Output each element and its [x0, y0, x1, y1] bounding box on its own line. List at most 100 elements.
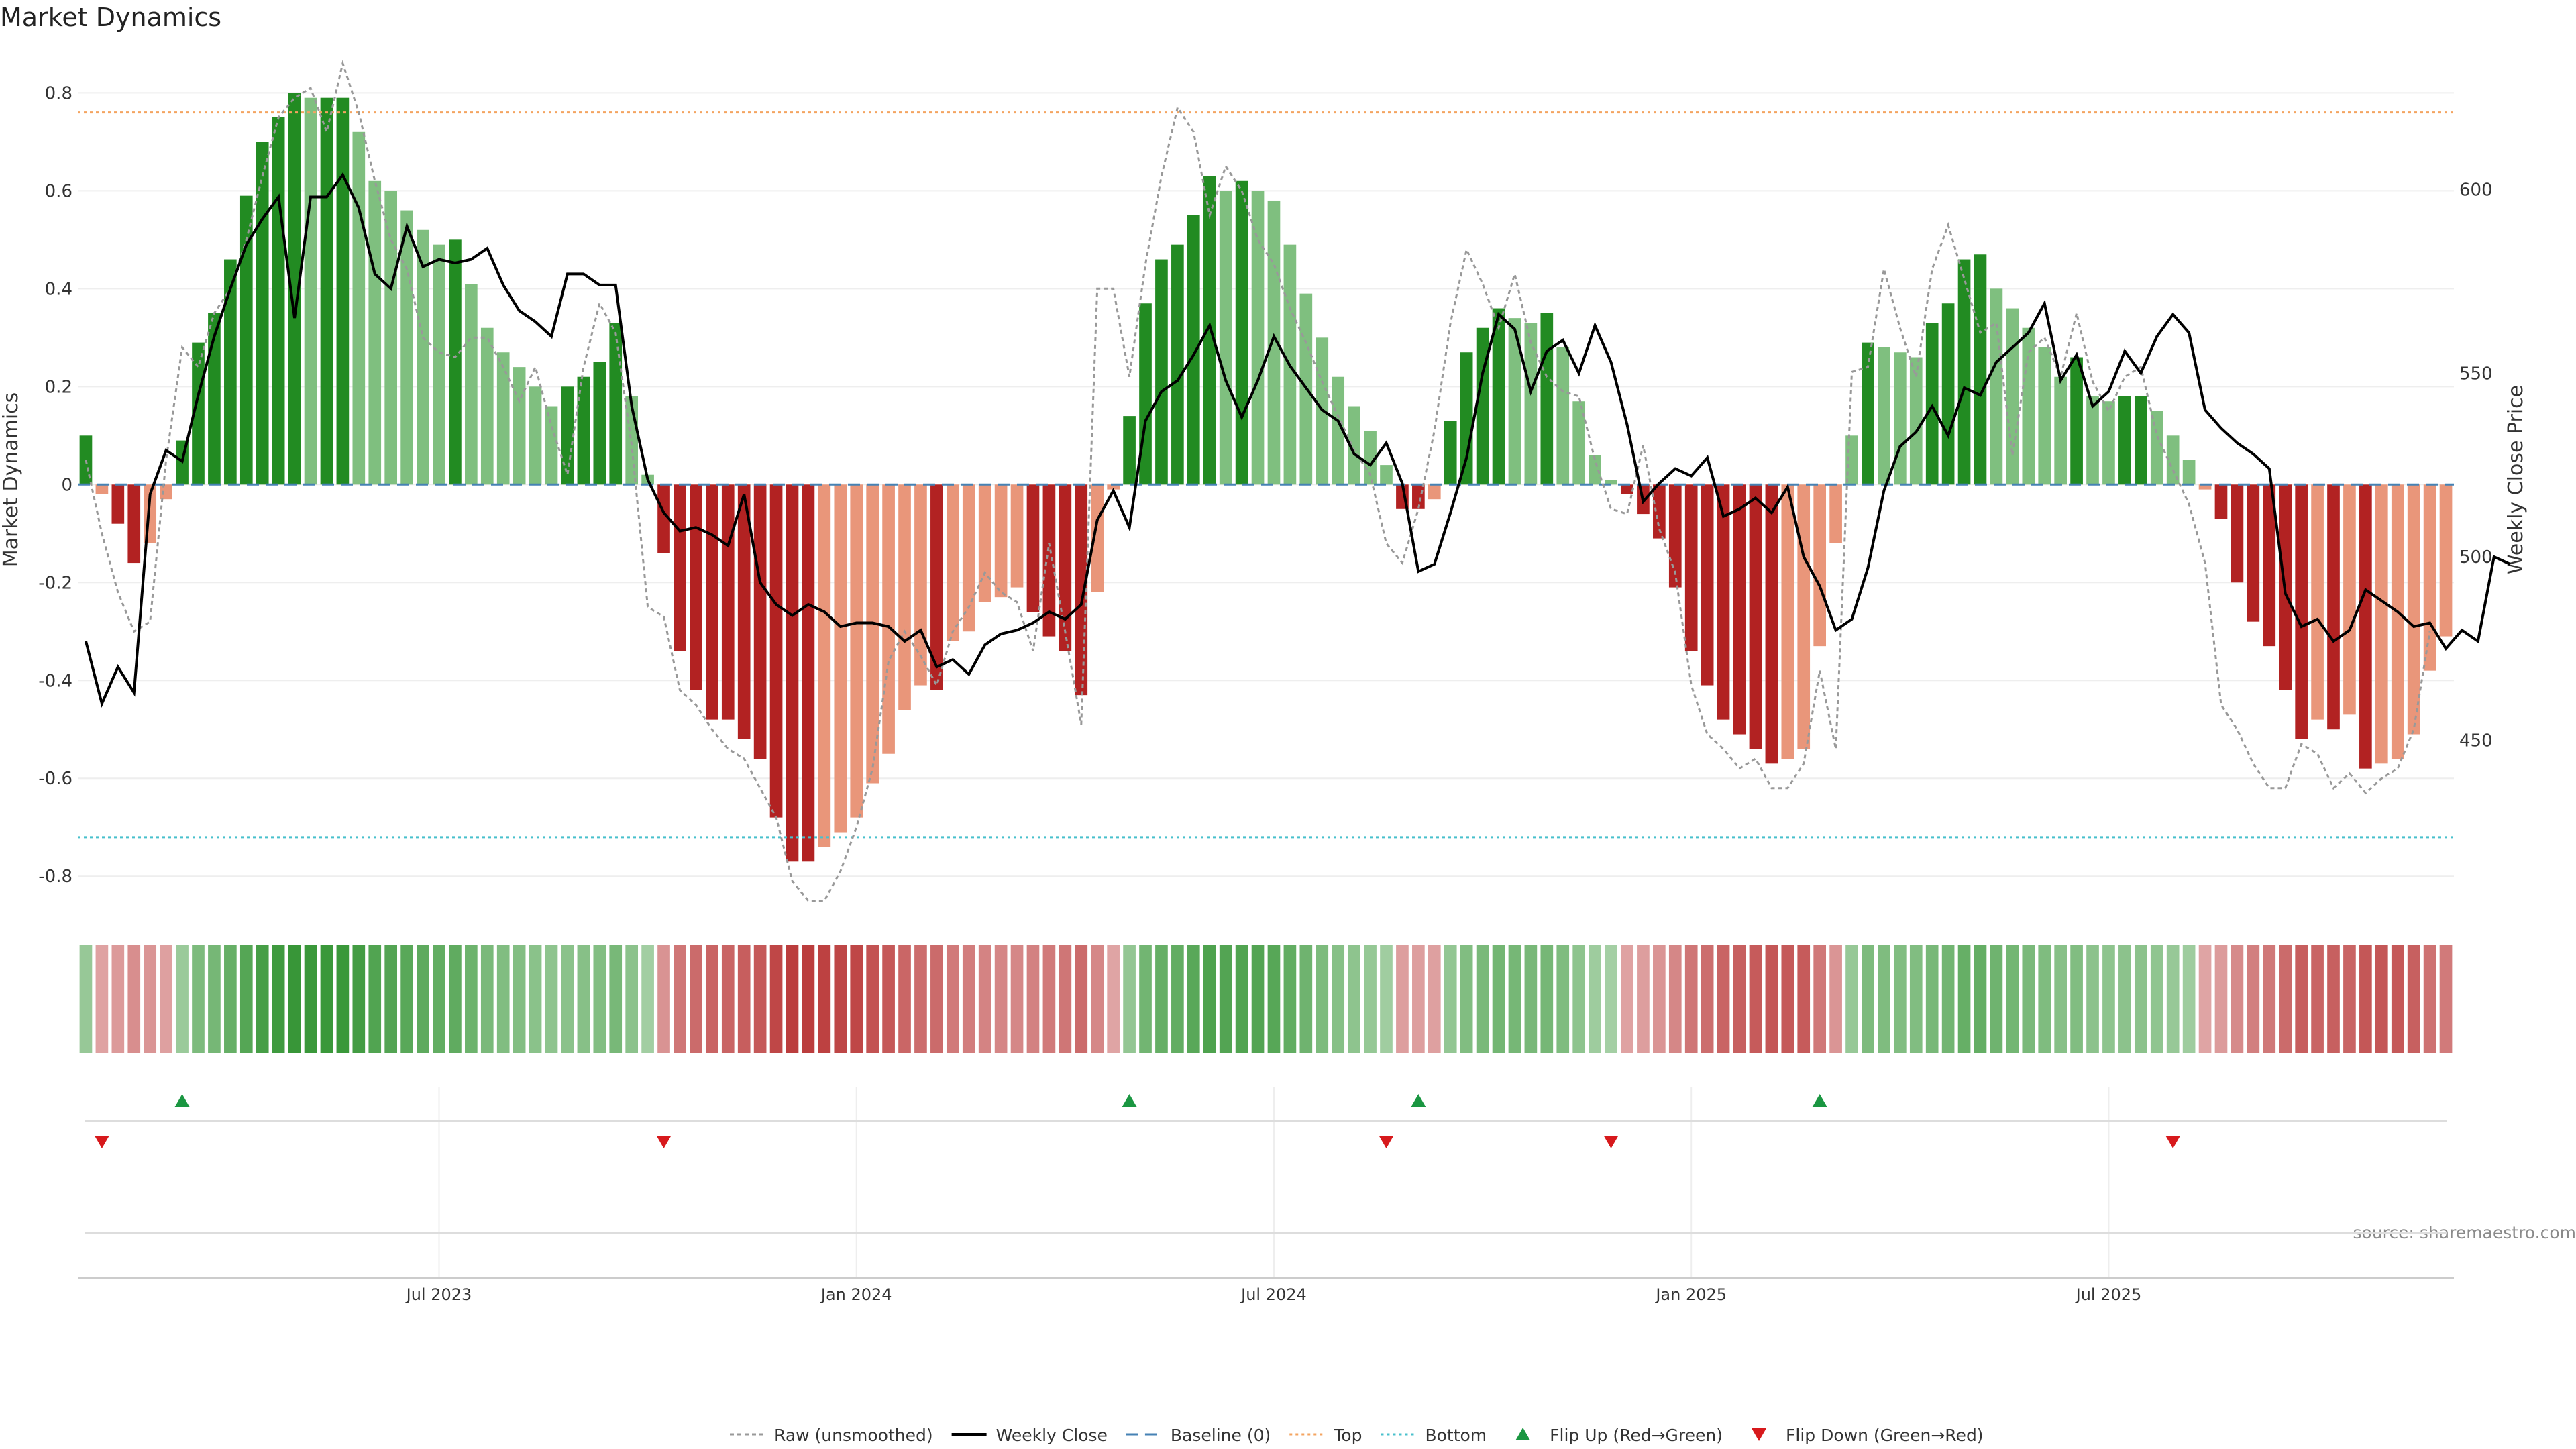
- regime-strip-cell: [1749, 945, 1762, 1053]
- flip-down-marker: [1603, 1136, 1619, 1148]
- bar: [384, 191, 398, 485]
- bar: [2006, 308, 2019, 485]
- bar: [882, 484, 895, 754]
- regime-strip-cell: [1091, 945, 1104, 1053]
- regime-strip-cell: [1878, 945, 1890, 1053]
- y-tick-label: 0.6: [45, 181, 72, 201]
- bar: [690, 484, 702, 690]
- regime-strip-cell: [2214, 945, 2228, 1053]
- bar: [1781, 484, 1794, 759]
- regime-strip-cell: [641, 945, 654, 1053]
- regime-strip-cell: [593, 945, 606, 1053]
- regime-strip-cell: [1348, 945, 1360, 1053]
- regime-strip-cell: [1781, 945, 1794, 1053]
- regime-strip-cell: [1010, 945, 1024, 1053]
- regime-strip-cell: [2086, 945, 2099, 1053]
- regime-strip-cell: [1203, 945, 1216, 1053]
- regime-strip-cell: [320, 945, 333, 1053]
- y-tick-label: -0.8: [38, 867, 72, 887]
- bar: [192, 342, 205, 485]
- regime-strip-cell: [609, 945, 623, 1053]
- regime-strip-cell: [1155, 945, 1168, 1053]
- regime-strip-cell: [1235, 945, 1248, 1053]
- regime-strip-cell: [1171, 945, 1184, 1053]
- legend: Raw (unsmoothed) Weekly Close Baseline (0)…: [730, 1426, 1984, 1445]
- regime-strip-cell: [1460, 945, 1473, 1053]
- bar: [1556, 347, 1570, 485]
- regime-strip-cell: [1026, 945, 1040, 1053]
- bar: [850, 484, 863, 818]
- regime-strip-cell: [2407, 945, 2420, 1053]
- regime-strip-cell: [256, 945, 269, 1053]
- bar: [480, 327, 494, 485]
- regime-strip-cell: [1267, 945, 1281, 1053]
- regime-strip-cell: [368, 945, 382, 1053]
- regime-strip-cell: [239, 945, 253, 1053]
- regime-strip-cell: [2118, 945, 2131, 1053]
- regime-strip-cell: [1187, 945, 1200, 1053]
- bar: [705, 484, 718, 720]
- bar: [2407, 484, 2420, 735]
- bar: [1171, 244, 1184, 485]
- regime-strip-cell: [1684, 945, 1698, 1053]
- bar: [352, 131, 366, 485]
- regime-strip-cell: [978, 945, 991, 1053]
- regime-strip-cell: [304, 945, 317, 1053]
- bar: [1508, 318, 1521, 485]
- bar: [786, 484, 799, 862]
- regime-strip-cell: [2423, 945, 2436, 1053]
- bar: [95, 484, 109, 494]
- regime-strip-cell: [2375, 945, 2388, 1053]
- regime-strip-cell: [1637, 945, 1650, 1053]
- regime-strip-cell: [2182, 945, 2196, 1053]
- regime-strip-cell: [2038, 945, 2051, 1053]
- bar: [2263, 484, 2276, 647]
- bar: [1091, 484, 1104, 592]
- bar: [1765, 484, 1778, 764]
- regime-strip-cell: [1893, 945, 1907, 1053]
- bar: [1332, 376, 1345, 485]
- bar: [1460, 352, 1473, 485]
- regime-strip-cell: [1283, 945, 1297, 1053]
- bar: [1219, 191, 1232, 485]
- regime-strip-cell: [1990, 945, 2003, 1053]
- bar: [224, 259, 237, 485]
- regime-strip-cell: [674, 945, 686, 1053]
- regime-strip-cell: [1107, 945, 1120, 1053]
- regime-strip-cell: [1316, 945, 1329, 1053]
- bar: [2134, 396, 2147, 485]
- chart-title: Market Dynamics: [0, 3, 222, 32]
- regime-strip-cell: [1444, 945, 1457, 1053]
- regime-strip-cell: [288, 945, 301, 1053]
- bar: [1589, 455, 1601, 485]
- regime-strip-cell: [2439, 945, 2453, 1053]
- bar: [2295, 484, 2308, 739]
- legend-flipup-swatch: [1515, 1428, 1531, 1440]
- legend-label: Top: [1333, 1426, 1362, 1445]
- bar: [1267, 200, 1281, 485]
- regime-strip-cell: [1813, 945, 1827, 1053]
- bar: [1717, 484, 1730, 720]
- legend-label: Flip Down (Green→Red): [1786, 1426, 1984, 1445]
- bar: [2247, 484, 2260, 622]
- regime-strip-cell: [480, 945, 494, 1053]
- regime-strip-cell: [1765, 945, 1778, 1053]
- bar: [1701, 484, 1714, 686]
- raw-series-line: [85, 60, 2431, 902]
- regime-strip-cell: [737, 945, 751, 1053]
- bar: [1010, 484, 1024, 588]
- regime-strip-cell: [1139, 945, 1152, 1053]
- regime-strip-cell: [962, 945, 975, 1053]
- regime-strip-cell: [1621, 945, 1633, 1053]
- regime-strip-cell: [417, 945, 429, 1053]
- regime-strip-cell: [1428, 945, 1441, 1053]
- bar: [834, 484, 847, 833]
- bar: [288, 93, 301, 485]
- bar: [529, 386, 542, 485]
- flip-up-marker: [1411, 1094, 1426, 1107]
- bar: [2439, 484, 2453, 637]
- regime-strip-cell: [882, 945, 895, 1053]
- regime-strip-cell: [545, 945, 558, 1053]
- bar: [2070, 357, 2083, 485]
